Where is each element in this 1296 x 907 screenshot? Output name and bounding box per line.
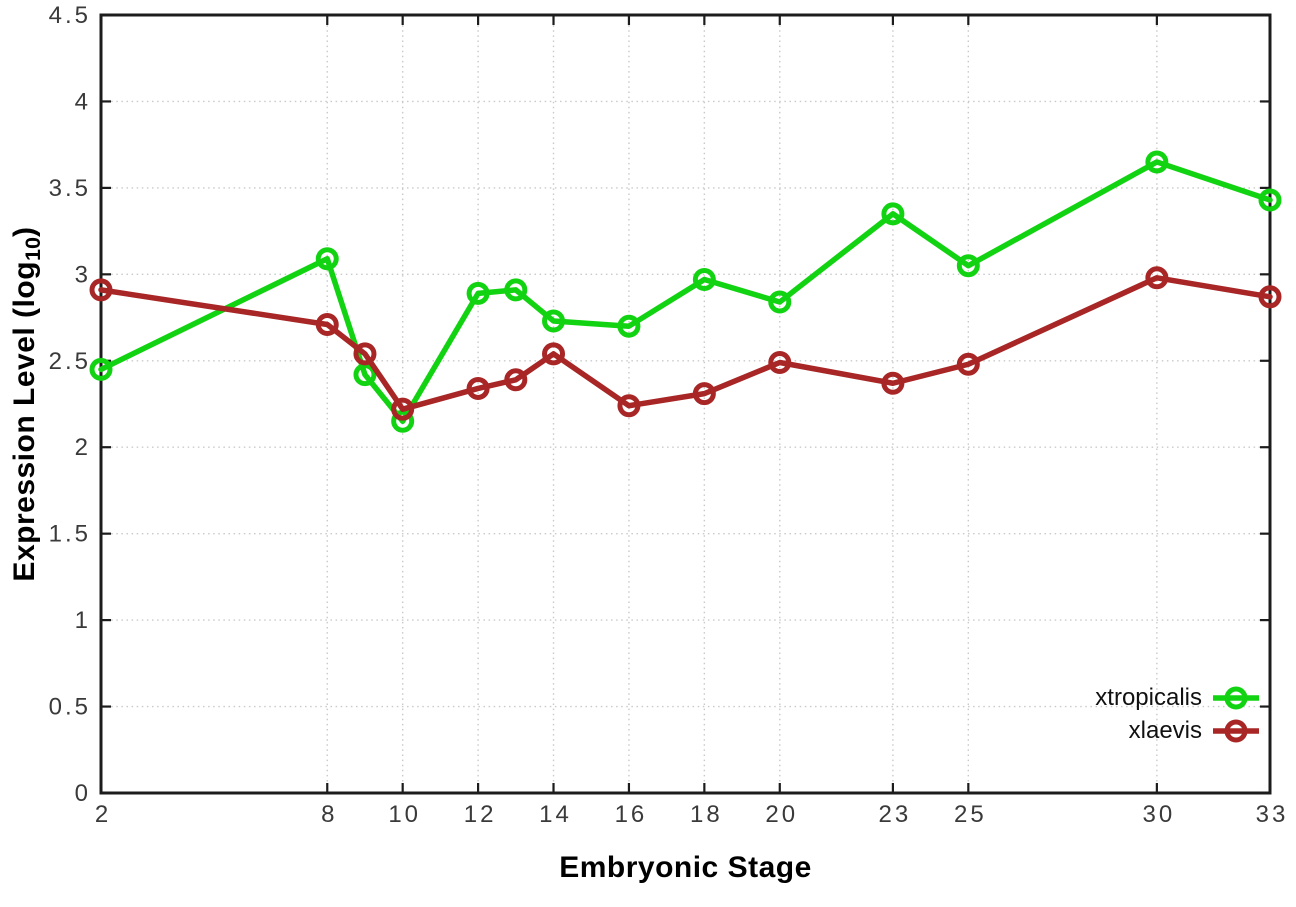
data-point-xlaevis [391,397,415,421]
legend: xtropicalis xlaevis [1095,683,1260,746]
y-tick-label: 3.5 [49,175,91,202]
data-point-xtropicalis [391,409,415,433]
x-tick-label: 20 [765,801,798,828]
y-tick-label: 4.5 [49,2,91,29]
data-point-xlaevis [956,352,980,376]
x-tick-label: 18 [690,801,723,828]
y-tick-label: 1 [75,607,91,634]
data-point-xtropicalis [692,268,716,292]
grid-lines [101,15,1270,793]
data-point-xlaevis [466,376,490,400]
data-point-xtropicalis [466,281,490,305]
data-point-xtropicalis [617,314,641,338]
legend-item-xtropicalis: xtropicalis [1095,683,1260,713]
data-point-xtropicalis [89,357,113,381]
data-point-xtropicalis [956,254,980,278]
series-line-xtropicalis [98,159,1273,425]
data-point-xlaevis [89,278,113,302]
plot-border-rect [99,13,1272,795]
y-axis-title-suffix: ) [7,226,41,237]
y-tick-label: 2 [75,434,91,461]
y-axis-title: Expression Level (log10) [8,226,46,581]
x-axis-title: Embryonic Stage [559,851,812,884]
data-point-xlaevis [315,312,339,336]
series-line-xlaevis [98,275,1273,412]
x-tick-label: 33 [1256,801,1289,828]
data-point-xlaevis [1145,266,1169,290]
data-point-xlaevis [617,394,641,418]
legend-label-xtropicalis: xtropicalis [1095,684,1202,711]
data-series [89,150,1282,433]
y-axis-title-subscript: 10 [20,236,46,261]
x-tick-label: 10 [388,801,421,828]
x-tick-label: 2 [95,801,111,828]
y-tick-label: 4 [75,88,91,115]
y-tick-label: 1.5 [49,521,91,548]
y-tick-label: 3 [75,261,91,288]
data-point-xtropicalis [881,202,905,226]
x-tick-label: 16 [615,801,648,828]
legend-marker-xlaevis-icon [1213,719,1259,743]
x-tick-label: 12 [464,801,497,828]
data-point-xlaevis [692,382,716,406]
data-point-xlaevis [542,342,566,366]
data-point-xtropicalis [768,290,792,314]
data-point-xlaevis [353,342,377,366]
y-axis-title-prefix: Expression Level (log [7,260,41,582]
data-point-xlaevis [1258,285,1282,309]
x-tick-label: 8 [321,801,337,828]
y-tick-label: 0.5 [49,694,91,721]
x-tick-label: 30 [1143,801,1176,828]
data-point-xtropicalis [1145,150,1169,174]
legend-marker-xtropicalis-icon [1213,686,1259,710]
legend-label-xlaevis: xlaevis [1128,717,1202,744]
data-point-xtropicalis [315,247,339,271]
data-point-xtropicalis [504,278,528,302]
data-point-xlaevis [768,351,792,375]
y-tick-label: 2.5 [49,348,91,375]
data-point-xlaevis [504,368,528,392]
x-tick-label: 25 [954,801,987,828]
data-point-xlaevis [881,371,905,395]
y-tick-label: 0 [75,780,91,807]
axis-ticks [99,13,1272,795]
x-tick-label: 23 [879,801,912,828]
legend-item-xlaevis: xlaevis [1129,716,1260,746]
data-point-xtropicalis [353,363,377,387]
plot-border [99,13,1272,795]
x-tick-label: 14 [539,801,572,828]
tick-labels: 2 8 10 12 14 16 18 20 23 25 30 33 0 0.5 1 1.5 2 2.5 3 3.5 4 4… [49,2,1289,828]
data-point-xtropicalis [542,309,566,333]
data-point-xtropicalis [1258,188,1282,212]
